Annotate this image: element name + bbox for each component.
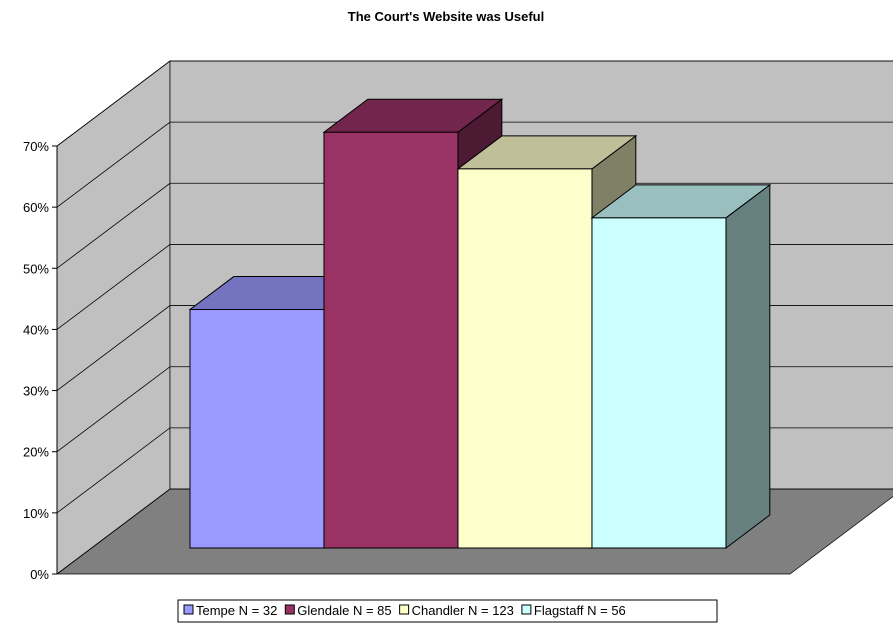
legend-box: [177, 599, 718, 623]
left-wall: [56, 60, 171, 575]
legend-label: Glendale N = 85: [297, 603, 391, 618]
bar-front: [189, 309, 325, 549]
y-tick-label: 70%: [23, 139, 49, 154]
y-tick-label: 60%: [23, 200, 49, 215]
bar-front: [323, 131, 459, 549]
y-tick-label: 0%: [30, 567, 49, 582]
legend-swatch: [521, 604, 532, 615]
bar: [590, 183, 772, 549]
y-tick-label: 30%: [23, 384, 49, 399]
legend-label: Chandler N = 123: [412, 603, 514, 618]
legend-swatch: [399, 604, 410, 615]
bar-side: [725, 183, 771, 549]
grid-line: [56, 182, 893, 269]
legend-label: Flagstaff N = 56: [534, 603, 626, 618]
bar-front: [457, 168, 593, 549]
grid-line: [56, 121, 893, 208]
y-tick-label: 50%: [23, 261, 49, 276]
y-tick-label: 20%: [23, 445, 49, 460]
legend-label: Tempe N = 32: [196, 603, 277, 618]
grid-line: [56, 60, 893, 147]
chart-title: The Court's Website was Useful: [348, 9, 544, 24]
y-tick-label: 10%: [23, 506, 49, 521]
legend-swatch: [284, 604, 295, 615]
y-tick-label: 40%: [23, 322, 49, 337]
legend-swatch: [183, 604, 194, 615]
bar-front: [591, 217, 727, 549]
